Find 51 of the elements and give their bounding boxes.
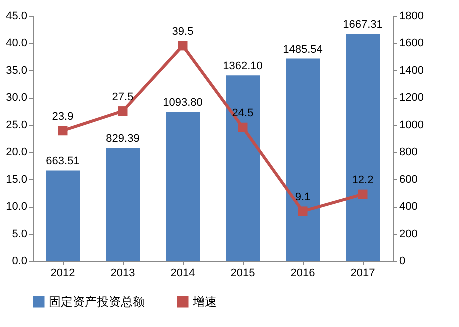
- data-label: 23.9: [52, 110, 74, 123]
- data-label: 27.5: [112, 91, 134, 104]
- x-tick-label: 2014: [170, 268, 196, 280]
- legend-label: 固定资产投资总额: [49, 295, 145, 309]
- y-tick-label: 25.0: [6, 119, 28, 132]
- bar: [166, 112, 200, 261]
- y-tick-label: 15.0: [6, 174, 28, 186]
- y-tick-label: 5.0: [12, 228, 28, 240]
- bar: [286, 58, 320, 261]
- point: [118, 106, 128, 116]
- point: [238, 122, 248, 132]
- data-label: 663.51: [46, 156, 80, 168]
- y2-tick-label: 1200: [400, 92, 424, 104]
- point: [58, 126, 68, 136]
- data-label: 9.1: [295, 191, 311, 204]
- x-tick-label: 2013: [110, 268, 136, 280]
- data-label: 39.5: [172, 26, 194, 38]
- point: [178, 41, 188, 51]
- y2-tick-label: 1000: [400, 119, 424, 132]
- data-label: 829.39: [106, 133, 140, 146]
- y2-tick-label: 1400: [400, 64, 424, 77]
- x-tick-label: 2012: [50, 268, 76, 280]
- data-label: 1485.54: [283, 44, 323, 56]
- x-tick-label: 2017: [350, 268, 376, 280]
- y-tick-label: 45.0: [6, 10, 28, 22]
- y2-tick-label: 1800: [400, 10, 424, 22]
- data-label: 1093.80: [163, 97, 203, 110]
- y2-tick-label: 200: [400, 228, 418, 240]
- y2-tick-label: 0: [400, 256, 406, 268]
- point: [298, 206, 308, 216]
- x-tick-label: 2016: [290, 268, 316, 280]
- bar: [106, 148, 140, 261]
- point: [358, 190, 368, 200]
- y2-tick-label: 600: [400, 174, 418, 186]
- bar: [226, 76, 260, 261]
- y2-tick-label: 400: [400, 201, 418, 214]
- x-tick-label: 2015: [230, 268, 256, 280]
- y2-tick-label: 1600: [400, 38, 424, 50]
- y-tick-label: 10.0: [6, 201, 28, 214]
- y-tick-label: 20.0: [6, 146, 28, 159]
- y-tick-label: 0.0: [12, 256, 28, 268]
- y-tick-label: 30.0: [6, 92, 28, 104]
- legend-label: 增速: [192, 295, 217, 309]
- data-label: 1667.31: [343, 19, 383, 32]
- data-label: 12.2: [352, 174, 374, 187]
- data-label: 1362.10: [223, 60, 263, 73]
- bar: [46, 170, 80, 261]
- y-tick-label: 40.0: [6, 38, 28, 50]
- y-tick-label: 35.0: [6, 64, 28, 77]
- y2-tick-label: 800: [400, 146, 418, 159]
- bar: [346, 34, 380, 261]
